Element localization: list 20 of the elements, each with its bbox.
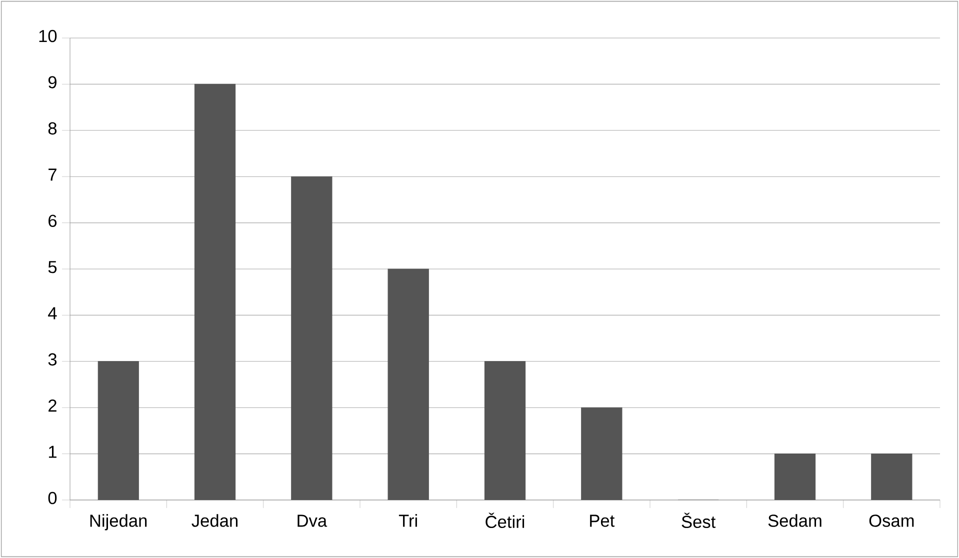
x-tick-label: Četiri [486, 512, 524, 528]
y-tick-label: 0 [48, 492, 57, 504]
x-tick-label: Osam [869, 514, 914, 527]
y-tick-label: 7 [48, 168, 56, 181]
x-tick-label: Pet [590, 514, 615, 527]
x-tick-label: Jedan [192, 514, 238, 527]
x-tick-label: Sedam [768, 514, 822, 527]
x-tick-label: Nijedan [90, 514, 147, 530]
y-tick-label: 10 [39, 30, 57, 42]
y-tick-label: 5 [48, 261, 57, 274]
y-tick-label: 9 [48, 76, 56, 88]
x-tick-label: Dva [298, 514, 328, 527]
y-tick-label: 3 [48, 353, 57, 366]
y-tick-label: 2 [48, 399, 56, 412]
x-tick-label: Tri [398, 514, 417, 527]
y-tick-label: 6 [48, 214, 57, 227]
y-tick-label: 4 [48, 307, 57, 320]
y-tick-label: 8 [48, 122, 57, 135]
y-tick-label: 1 [48, 446, 56, 458]
x-tick-label: Šest [682, 512, 716, 528]
